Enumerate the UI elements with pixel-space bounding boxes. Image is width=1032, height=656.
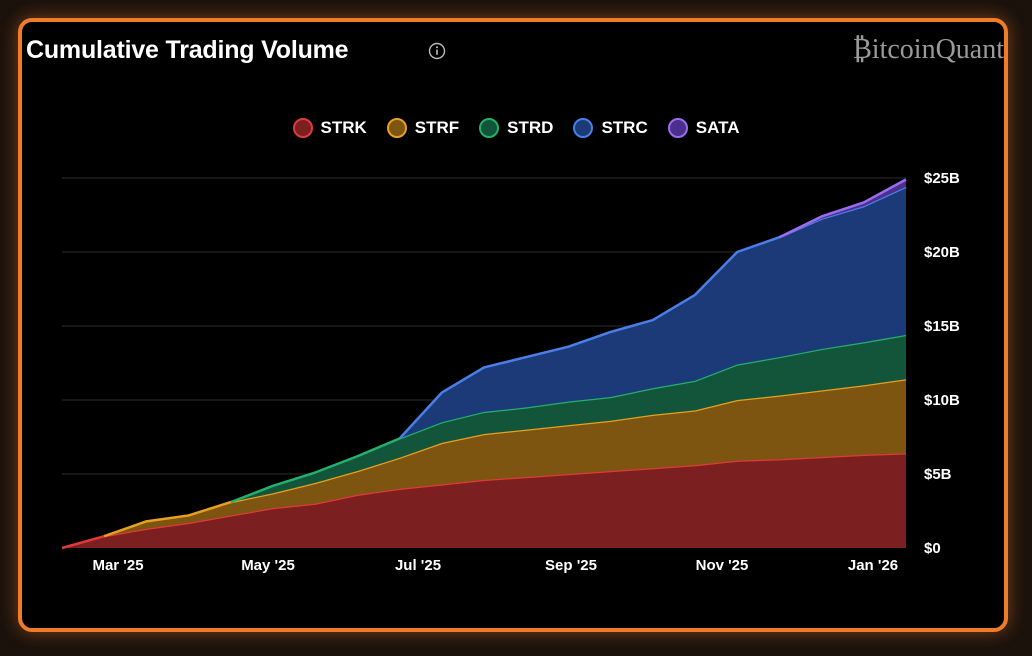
legend-label-strk: STRK [320,118,367,137]
legend-swatch-strk [292,118,313,138]
legend-item-sata[interactable]: SATA [667,118,740,138]
y-tick-label: $15B [924,318,960,335]
legend-swatch-strd [479,118,500,138]
legend-label-strc: STRC [601,118,648,137]
x-tick-label: Jan '26 [848,557,898,574]
legend-swatch-sata [667,118,688,138]
legend-label-sata: SATA [695,118,740,137]
legend-label-strd: STRD [507,118,554,137]
y-tick-label: $25B [924,170,960,187]
x-tick-label: Jul '25 [395,557,441,574]
x-tick-label: Sep '25 [545,557,597,574]
y-tick-label: $5B [924,466,952,483]
legend-swatch-strf [386,118,407,138]
legend-item-strk[interactable]: STRK [292,118,367,138]
area-strd [62,334,906,548]
y-tick-label: $10B [924,392,960,409]
legend-swatch-strc [573,118,594,138]
x-tick-label: Mar '25 [92,557,143,574]
legend-label-strf: STRF [414,118,460,137]
legend-item-strd[interactable]: STRD [479,118,553,138]
x-tick-label: May '25 [241,557,295,574]
chart-title: Cumulative Trading Volume [26,36,349,64]
area-strk [62,453,906,548]
area-strf [62,379,906,548]
legend-item-strc[interactable]: STRC [573,118,648,138]
x-tick-label: Nov '25 [696,557,749,574]
y-tick-label: $0 [924,540,941,557]
info-icon[interactable] [428,42,446,60]
legend-item-strf[interactable]: STRF [386,118,460,138]
brand-logo: ₿itcoinQuant [852,34,1004,65]
y-tick-label: $20B [924,244,960,261]
legend: STRK STRF STRD STRC SATA [0,118,1032,138]
line-sata [778,178,907,239]
